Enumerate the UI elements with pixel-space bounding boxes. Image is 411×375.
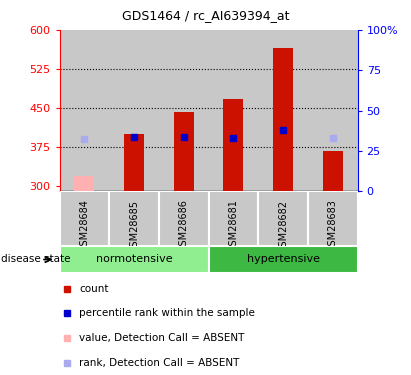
- Bar: [258, 30, 308, 191]
- Text: GSM28685: GSM28685: [129, 200, 139, 252]
- Bar: [109, 30, 159, 191]
- Bar: [109, 191, 159, 246]
- Text: rank, Detection Call = ABSENT: rank, Detection Call = ABSENT: [79, 358, 239, 368]
- Bar: [224, 99, 243, 191]
- Text: GSM28686: GSM28686: [179, 200, 189, 252]
- Bar: [208, 191, 258, 246]
- Text: GDS1464 / rc_AI639394_at: GDS1464 / rc_AI639394_at: [122, 9, 289, 22]
- Bar: [208, 30, 258, 191]
- Text: count: count: [79, 284, 109, 294]
- Bar: [60, 246, 209, 273]
- Bar: [258, 191, 308, 246]
- Bar: [60, 191, 109, 246]
- Bar: [159, 191, 208, 246]
- Bar: [60, 30, 109, 191]
- Text: hypertensive: hypertensive: [247, 255, 320, 264]
- Text: GSM28683: GSM28683: [328, 200, 338, 252]
- Text: disease state: disease state: [1, 255, 71, 264]
- Bar: [308, 30, 358, 191]
- Text: normotensive: normotensive: [96, 255, 172, 264]
- Text: value, Detection Call = ABSENT: value, Detection Call = ABSENT: [79, 333, 244, 343]
- Bar: [159, 30, 208, 191]
- Bar: [124, 134, 144, 191]
- Text: GSM28681: GSM28681: [229, 200, 238, 252]
- Bar: [174, 112, 194, 191]
- Bar: [323, 151, 343, 191]
- Text: GSM28684: GSM28684: [79, 200, 90, 252]
- Text: GSM28682: GSM28682: [278, 200, 288, 252]
- Bar: [74, 176, 95, 191]
- Text: percentile rank within the sample: percentile rank within the sample: [79, 308, 255, 318]
- Bar: [273, 48, 293, 191]
- Bar: [208, 246, 358, 273]
- Bar: [308, 191, 358, 246]
